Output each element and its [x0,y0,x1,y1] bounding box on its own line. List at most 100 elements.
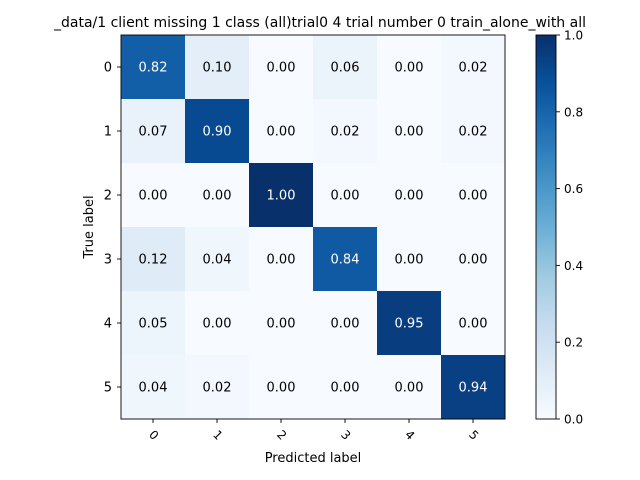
heatmap-cell [377,227,442,292]
heatmap-cell [185,291,250,356]
heatmap-cell [185,35,250,100]
y-tick-label: 0 [104,61,112,76]
x-tick-label: 5 [466,428,481,443]
colorbar-tick-label: 0.0 [564,413,583,427]
heatmap-cell [249,355,314,420]
heatmap-cell [121,355,186,420]
heatmap-cell [377,35,442,100]
heatmap-cell [121,99,186,164]
heatmap-cell [121,35,186,100]
cell-value-label: 1.00 [267,189,296,204]
x-axis-ticks: 0 1 2 3 4 5 [146,419,481,443]
y-tick-label: 5 [104,381,112,396]
x-tick-label: 2 [274,428,289,443]
heatmap-cell [185,99,250,164]
y-tick-label: 4 [104,317,112,332]
cell-value-label: 0.00 [459,317,488,332]
y-tick-label: 3 [104,253,112,268]
x-tick-label: 0 [146,428,161,443]
cell-value-label: 0.12 [139,253,168,268]
cell-value-label: 0.00 [267,125,296,140]
y-tick-label: 2 [104,189,112,204]
heatmap-cell [313,35,378,100]
heatmap-cell [441,35,506,100]
cell-value-label: 0.00 [459,189,488,204]
heatmap-cell [313,291,378,356]
heatmap-cell [313,163,378,228]
cell-value-label: 0.00 [331,189,360,204]
heatmap-cell [249,291,314,356]
x-axis-label: Predicted label [265,451,362,466]
heatmap-cell [377,291,442,356]
heatmap-cell [377,99,442,164]
heatmap-cell [249,163,314,228]
cell-value-label: 0.05 [139,317,168,332]
chart-title: _data/1 client missing 1 class (all)tria… [53,15,586,31]
cell-value-label: 0.00 [139,189,168,204]
heatmap-cell [249,35,314,100]
cell-value-label: 0.02 [459,61,488,76]
heatmap-cell [441,291,506,356]
cell-value-label: 0.00 [267,381,296,396]
heatmap-cell [441,99,506,164]
x-tick-label: 4 [402,428,417,443]
y-tick-label: 1 [104,125,112,140]
heatmap-cell [441,355,506,420]
colorbar-tick-label: 0.6 [564,182,583,196]
cell-value-label: 0.00 [395,381,424,396]
colorbar-ticks: 0.0 0.2 0.4 0.6 0.8 1.0 [556,29,583,427]
cell-value-label: 0.04 [139,381,168,396]
heatmap-cell [313,99,378,164]
heatmap-cell [249,227,314,292]
cell-value-label: 0.10 [203,61,232,76]
heatmap-cell [377,163,442,228]
cell-value-label: 0.00 [331,317,360,332]
heatmap-cell [121,163,186,228]
cell-value-label: 0.00 [267,61,296,76]
cell-value-label: 0.00 [395,61,424,76]
cell-value-label: 0.94 [459,381,488,396]
heatmap-cell [313,355,378,420]
heatmap-cell [185,355,250,420]
heatmap-cell [121,227,186,292]
cell-value-label: 0.00 [267,253,296,268]
heatmap-cell [441,227,506,292]
heatmap-cell [377,355,442,420]
cell-value-label: 0.02 [331,125,360,140]
cell-value-label: 0.02 [459,125,488,140]
heatmap-cell [313,227,378,292]
cell-value-label: 0.07 [139,125,168,140]
cell-value-label: 0.04 [203,253,232,268]
x-tick-label: 3 [338,428,353,443]
y-axis-label: True label [82,195,97,259]
plot-frame [120,34,506,420]
heatmap-cells [121,35,506,420]
cell-value-label: 0.00 [395,189,424,204]
cell-value-label: 0.82 [139,61,168,76]
colorbar-tick-label: 0.4 [564,259,583,273]
cell-value-label: 0.00 [459,253,488,268]
cell-value-label: 0.00 [203,189,232,204]
cell-value-label: 0.90 [203,125,232,140]
colorbar-tick-label: 0.8 [564,105,583,119]
heatmap-cell [249,99,314,164]
heatmap-cell [185,163,250,228]
cell-value-label: 0.06 [331,61,360,76]
cell-value-label: 0.00 [267,317,296,332]
cell-value-label: 0.84 [331,253,360,268]
y-axis-ticks: 0 1 2 3 4 5 [104,61,121,396]
cell-value-label: 0.00 [395,125,424,140]
cell-value-label: 0.00 [395,253,424,268]
colorbar-tick-label: 1.0 [564,29,583,43]
x-tick-label: 1 [210,428,225,443]
cell-value-label: 0.00 [331,381,360,396]
cell-value-label: 0.02 [203,381,232,396]
cell-value-labels: 0.82 0.10 0.00 0.06 0.00 0.02 0.07 0.90 0.00 0.02… [139,61,488,396]
colorbar [535,34,557,420]
heatmap-cell [441,163,506,228]
colorbar-tick-label: 0.2 [564,336,583,350]
heatmap-cell [121,291,186,356]
cell-value-label: 0.00 [203,317,232,332]
heatmap-cell [185,227,250,292]
